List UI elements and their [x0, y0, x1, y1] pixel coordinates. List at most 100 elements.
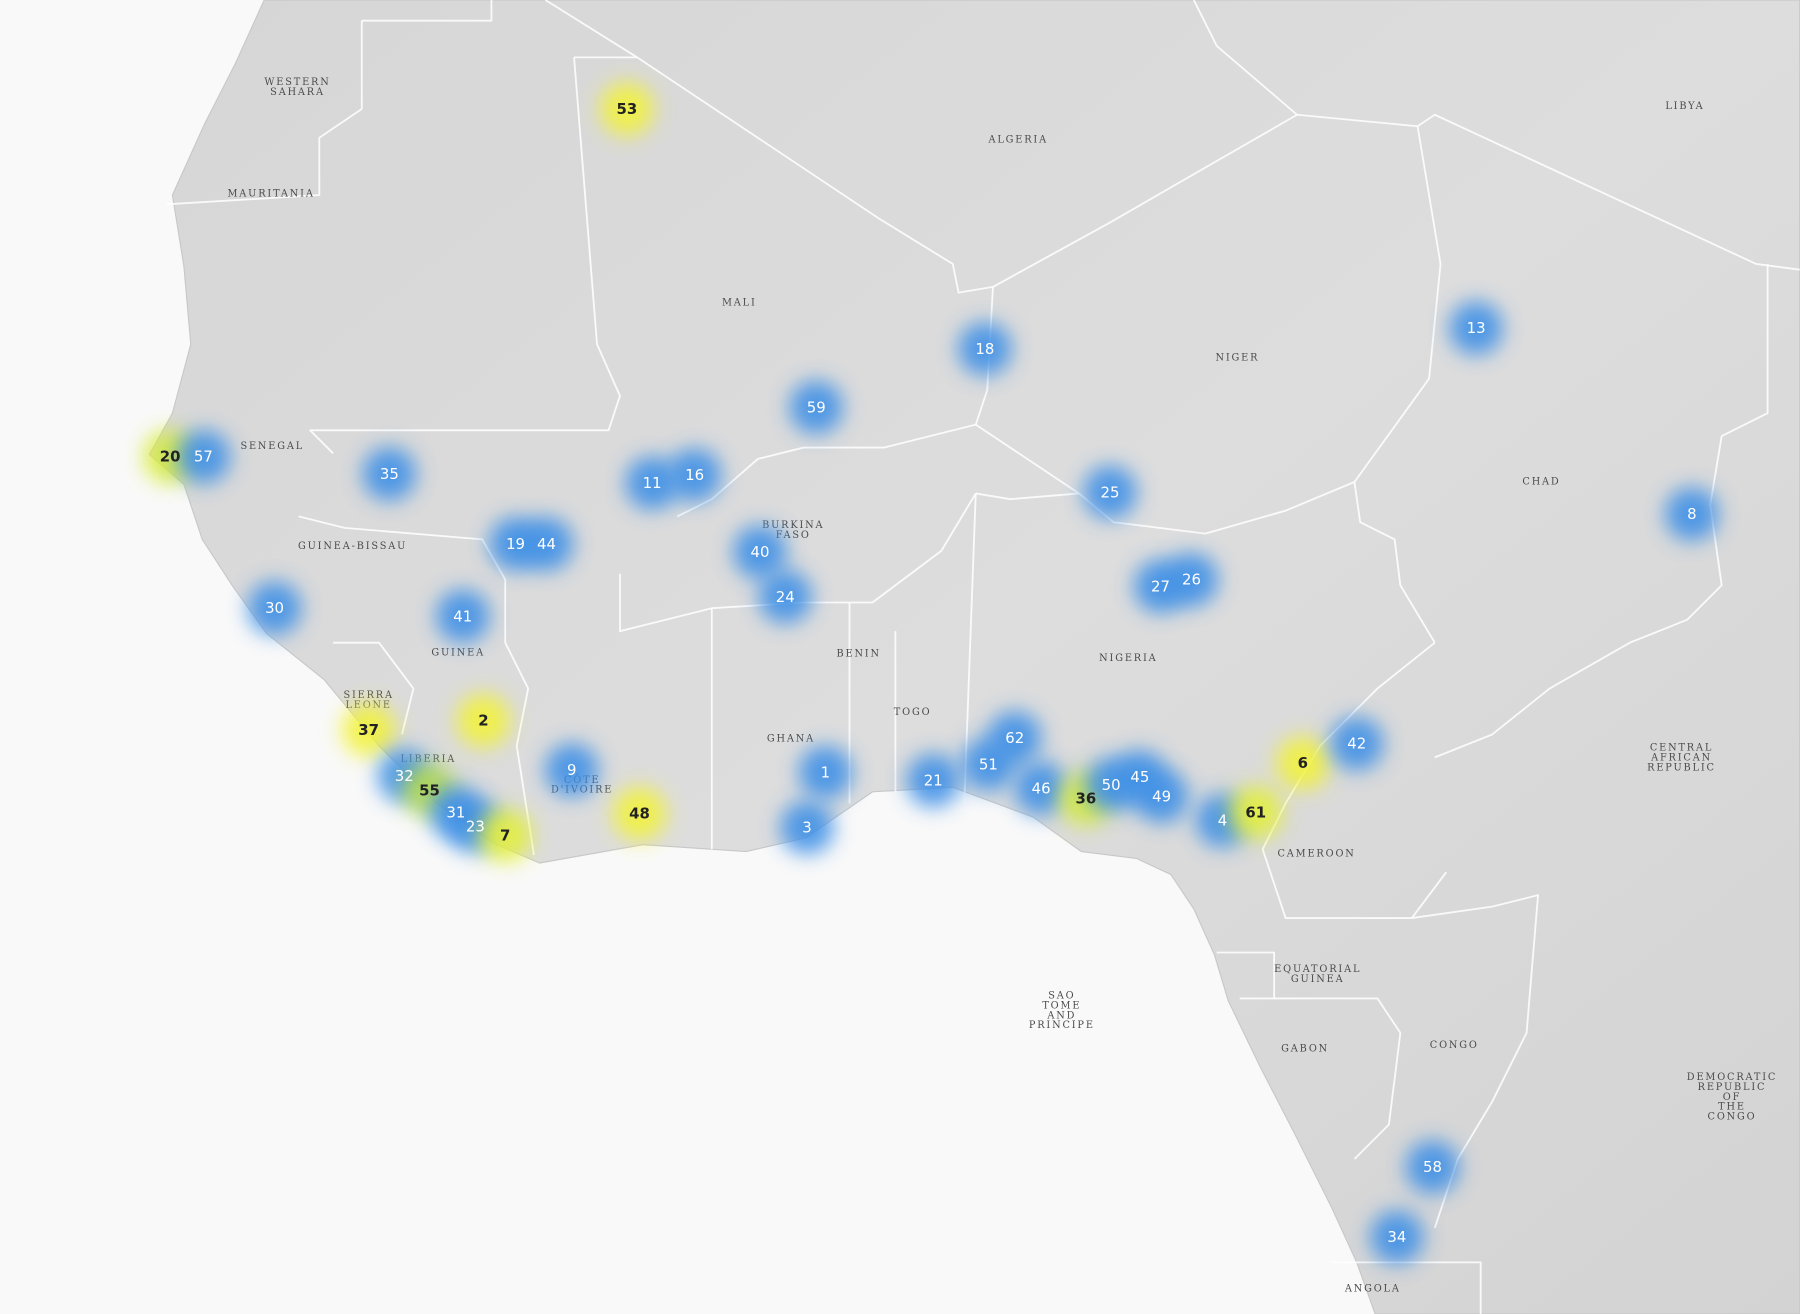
marker-core — [802, 393, 830, 422]
country-label: OF — [1723, 1092, 1741, 1103]
country-label: BURKINA — [762, 520, 824, 531]
marker-label: 4 — [1218, 812, 1227, 830]
marker-label: 1 — [821, 763, 830, 781]
marker-core — [811, 758, 840, 787]
marker-label: 50 — [1102, 776, 1121, 794]
marker-core — [1418, 1153, 1447, 1181]
marker-core — [971, 335, 999, 363]
country-label: LIBYA — [1665, 101, 1704, 112]
marker-core — [613, 95, 641, 123]
marker-core — [189, 442, 218, 471]
marker-label: 32 — [395, 767, 414, 785]
marker-label: 8 — [1687, 505, 1696, 523]
marker-label: 34 — [1387, 1228, 1406, 1246]
marker-label: 58 — [1423, 1158, 1442, 1176]
marker-label: 3 — [802, 818, 811, 836]
country-label: GABON — [1281, 1043, 1329, 1054]
marker-core — [1289, 749, 1317, 777]
country-label: CONGO — [1430, 1040, 1479, 1051]
marker-core — [1096, 478, 1124, 507]
marker-core — [1678, 500, 1706, 528]
marker-core — [680, 461, 709, 489]
marker-label: 53 — [616, 100, 637, 118]
country-label: NIGER — [1215, 353, 1259, 364]
marker-label: 20 — [160, 448, 181, 466]
country-label: CHAD — [1522, 476, 1560, 487]
marker-label: 57 — [194, 448, 213, 466]
country-label: GUINEA-BISSAU — [298, 541, 407, 552]
marker-label: 62 — [1005, 729, 1024, 747]
country-label: BENIN — [836, 649, 880, 660]
country-label: ALGERIA — [987, 135, 1048, 146]
country-label: WESTERN — [264, 77, 330, 88]
country-label: SAO — [1048, 991, 1075, 1002]
marker-label: 9 — [567, 761, 576, 779]
marker-core — [354, 716, 383, 744]
country-label: LIBERIA — [400, 754, 456, 765]
marker-label: 16 — [685, 466, 704, 484]
country-label: GUINEA — [1291, 974, 1345, 985]
country-label: SENEGAL — [240, 441, 304, 452]
marker-core — [625, 799, 654, 828]
marker-core — [375, 460, 404, 488]
country-label: ANGOLA — [1344, 1283, 1401, 1294]
country-label: SIERRA — [343, 690, 393, 701]
marker-label: 55 — [419, 782, 440, 800]
marker-label: 45 — [1130, 768, 1149, 786]
marker-core — [469, 706, 498, 735]
marker-core — [1342, 729, 1371, 758]
marker-label: 51 — [979, 755, 998, 773]
marker-core — [1147, 782, 1176, 811]
country-label: GHANA — [767, 734, 815, 745]
country-label: TOGO — [894, 707, 932, 718]
marker-label: 37 — [358, 721, 379, 739]
marker-label: 6 — [1298, 754, 1308, 772]
country-label: FASO — [776, 530, 811, 541]
marker-label: 61 — [1245, 803, 1266, 821]
marker-glows — [142, 81, 1720, 1265]
country-label: MAURITANIA — [227, 188, 314, 199]
marker-label: 49 — [1152, 787, 1171, 805]
marker-label: 24 — [776, 588, 795, 606]
marker-core — [532, 530, 561, 558]
marker-label: 26 — [1182, 571, 1201, 589]
country-label: DEMOCRATIC — [1687, 1072, 1777, 1083]
country-label: EQUATORIAL — [1274, 964, 1361, 975]
marker-core — [638, 469, 666, 497]
marker-core — [1177, 565, 1206, 594]
marker-core — [919, 766, 948, 795]
borders — [166, 0, 1800, 1314]
marker-label: 48 — [629, 805, 650, 823]
country-label: SAHARA — [270, 87, 325, 98]
country-label: AND — [1046, 1010, 1076, 1021]
country-label: NIGERIA — [1099, 653, 1157, 664]
marker-label: 36 — [1076, 790, 1097, 808]
marker-core — [746, 538, 774, 566]
marker-core — [1241, 798, 1270, 827]
marker-core — [1000, 724, 1029, 752]
country-label: CENTRAL — [1650, 743, 1713, 754]
land — [148, 0, 1800, 1314]
marker-core — [771, 582, 800, 611]
marker-core — [1027, 774, 1055, 803]
country-label: CONGO — [1708, 1112, 1757, 1123]
marker-core — [260, 594, 289, 622]
marker-label: 42 — [1347, 735, 1366, 753]
country-label: GUINEA — [431, 647, 485, 658]
marker-label: 30 — [265, 599, 284, 617]
marker-label: 46 — [1032, 779, 1051, 797]
marker-core — [974, 750, 1003, 779]
country-label: TOME — [1042, 1000, 1081, 1011]
marker-label: 21 — [924, 771, 943, 789]
marker-core — [1462, 314, 1490, 342]
country-label: CAMEROON — [1278, 848, 1356, 859]
country-label: AFRICAN — [1650, 753, 1712, 764]
country-label: REPUBLIC — [1647, 762, 1716, 773]
marker-core — [1383, 1223, 1411, 1251]
marker-label: 31 — [446, 803, 465, 821]
marker-label: 13 — [1467, 319, 1486, 337]
marker-label: 41 — [453, 607, 472, 625]
marker-core — [793, 813, 821, 842]
marker-core — [491, 821, 519, 850]
